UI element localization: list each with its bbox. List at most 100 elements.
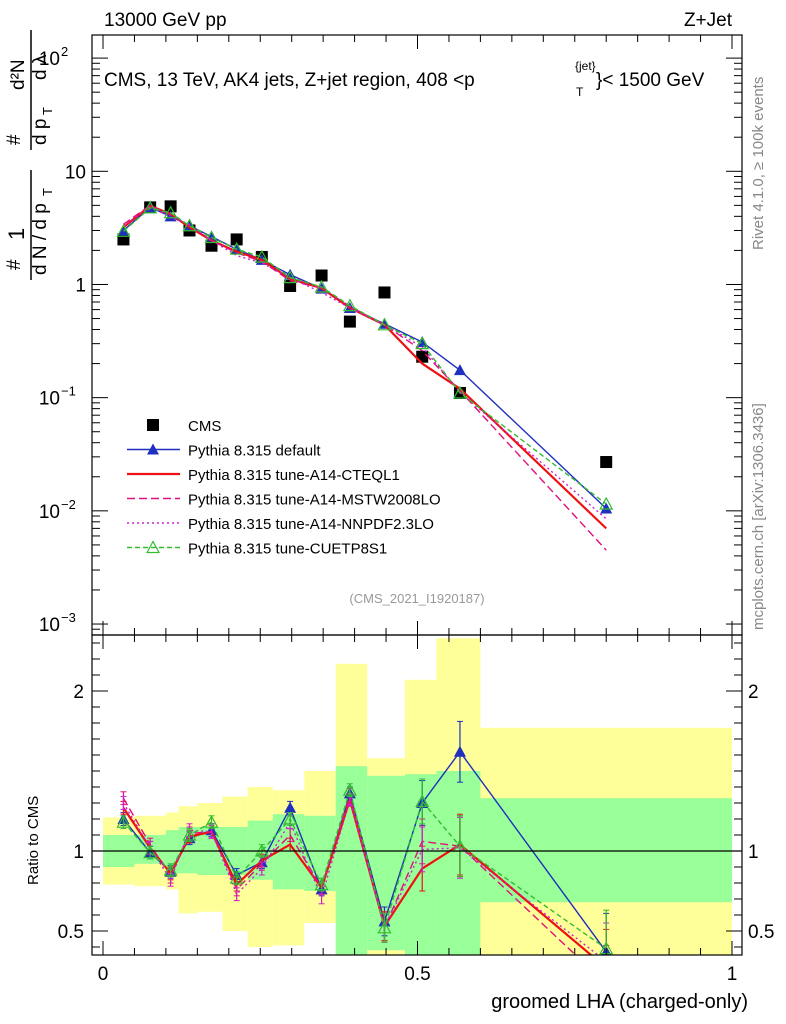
title-sub: T [576, 85, 584, 99]
y-axis-label-main: # 1 d N / d p T # d²N d p T d λ [4, 30, 55, 280]
legend-marker [147, 443, 159, 455]
mc-point [342, 298, 357, 312]
legend-label: Pythia 8.315 default [188, 443, 321, 460]
mc-point [377, 317, 392, 331]
svg-text:d²N: d²N [8, 59, 29, 90]
mc-point [254, 249, 269, 263]
ratio-point [314, 877, 329, 891]
mc-point [182, 218, 197, 232]
svg-text:T: T [40, 107, 55, 115]
data-point [600, 456, 613, 469]
title-end: }< 1500 GeV [596, 70, 705, 91]
ratio-point [163, 862, 178, 876]
ratio-point [284, 801, 297, 813]
legend-marker [145, 540, 161, 554]
legend-label: Pythia 8.315 tune-A14-NNPDF2.3LO [188, 516, 434, 533]
mc-point [283, 270, 298, 284]
main-plot [116, 200, 614, 551]
x-axis-label: groomed LHA (charged-only) [491, 991, 748, 1013]
legend-label: CMS [188, 418, 221, 435]
ratio-point [229, 870, 244, 884]
x-tick-label: 0.5 [404, 964, 430, 985]
y-tick-label: 10 [39, 49, 60, 70]
series-line-2 [122, 204, 607, 530]
svg-text:d p: d p [30, 119, 51, 145]
legend-label: Pythia 8.315 tune-A14-MSTW2008LO [188, 492, 441, 509]
mc-point [600, 502, 613, 514]
svg-text:1: 1 [4, 228, 29, 240]
svg-text:d λ: d λ [30, 54, 51, 80]
mc-point [314, 279, 329, 293]
svg-text:#: # [4, 134, 25, 145]
svg-text:d N / d p: d N / d p [30, 203, 51, 275]
ratio-point [204, 814, 219, 828]
y-tick-exponent: −2 [61, 497, 76, 512]
ratio-y-tick-label: 2 [73, 682, 84, 703]
y-tick-label: 10 [39, 502, 60, 523]
x-tick-label: 0 [98, 964, 109, 985]
legend-label: Pythia 8.315 tune-CUETP8S1 [188, 541, 387, 558]
data-point [343, 315, 356, 328]
series-line-5 [122, 207, 607, 505]
ratio-y-tick-label-right: 2 [748, 682, 759, 703]
x-tick-label: 1 [727, 964, 738, 985]
ratio-plot [116, 720, 614, 955]
ratio-y-tick-label: 0.5 [58, 922, 84, 943]
ratio-point [415, 794, 430, 808]
mcplots-label: mcplots.cern.ch [arXiv:1306.3436] [750, 403, 767, 630]
title-main: CMS, 13 TeV, AK4 jets, Z+jet region, 408… [104, 70, 475, 91]
ratio-y-tick-label: 1 [73, 842, 84, 863]
title-sup: {jet} [575, 59, 596, 73]
ratio-y-tick-label-right: 0.5 [748, 922, 774, 943]
y-tick-label: 10 [65, 162, 86, 183]
ratio-point [377, 920, 392, 934]
svg-text:T: T [40, 188, 55, 196]
mc-point [117, 224, 130, 236]
svg-text:#: # [4, 259, 25, 270]
ratio-y-tick-label-right: 1 [748, 842, 759, 863]
ratio-point [116, 814, 131, 828]
ratio-line-5 [122, 787, 607, 950]
mc-point [204, 230, 219, 244]
legend-marker [147, 419, 159, 431]
ratio-point [182, 827, 197, 841]
mc-point [453, 364, 466, 376]
ratio-line-4 [122, 797, 600, 955]
ratio-point [342, 782, 357, 796]
ratio-line-2 [122, 795, 593, 955]
mc-point [229, 241, 244, 255]
mc-point [143, 200, 158, 214]
ratio-point [143, 845, 158, 859]
ratio-point [453, 745, 466, 757]
y-tick-exponent: −1 [61, 384, 76, 399]
plot-title: CMS, 13 TeV, AK4 jets, Z+jet region, 408… [104, 59, 705, 99]
data-point [315, 269, 328, 282]
data-point [230, 233, 243, 246]
rivet-label: Rivet 4.1.0, ≥ 100k events [750, 77, 767, 250]
y-axis-label-ratio: Ratio to CMS [25, 796, 42, 885]
ratio-point [283, 811, 298, 825]
mc-point [378, 317, 391, 329]
series-line-1 [122, 206, 607, 509]
y-tick-exponent: 2 [61, 44, 68, 59]
mc-point [452, 385, 467, 399]
svg-text:CMS, 13 TeV, AK4 jets, Z+jet r: CMS, 13 TeV, AK4 jets, Z+jet region, 408… [104, 70, 475, 91]
y-tick-label: 10 [39, 389, 60, 410]
band-green [436, 771, 481, 955]
header-left: 13000 GeV pp [104, 10, 227, 31]
data-point [416, 350, 429, 363]
y-tick-exponent: −3 [61, 610, 76, 625]
ratio-bands [103, 638, 732, 955]
band-green [480, 798, 732, 903]
series-line-4 [123, 205, 607, 520]
mc-point [116, 224, 131, 237]
mc-point [599, 496, 614, 510]
legend-label: Pythia 8.315 tune-A14-CTEQL1 [188, 467, 400, 484]
mc-point [415, 336, 430, 350]
y-tick-label: 1 [75, 275, 86, 296]
data-point [378, 286, 391, 299]
y-tick-label: 10 [39, 615, 60, 636]
header-right: Z+Jet [684, 10, 733, 31]
